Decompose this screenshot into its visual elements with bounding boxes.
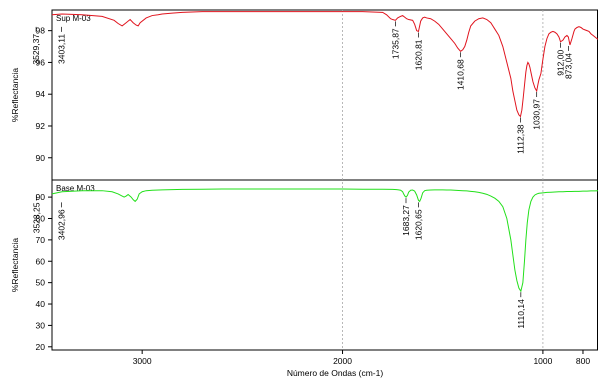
chart-grid	[342, 10, 544, 350]
peak-label: 873,04	[563, 53, 573, 79]
peak-label: 912,00	[556, 50, 566, 76]
panel-name-label: Base M-03	[56, 184, 95, 193]
peak-label: 3403,11	[56, 34, 66, 64]
y-tick-label-90: 90	[36, 153, 46, 163]
y-tick-label-60: 60	[36, 256, 46, 266]
panel-name-label: Sup M-03	[56, 14, 91, 23]
x-tick-label-2000: 2000	[333, 356, 352, 366]
y-tick-label-94: 94	[36, 89, 46, 99]
y-tick-label-70: 70	[36, 235, 46, 245]
y-tick-label-90: 90	[36, 192, 46, 202]
peak-label: 1030,97	[532, 99, 542, 130]
y-tick-label-20: 20	[36, 342, 46, 352]
panel-sup-m03: 90 92 94 96 98 %Reflectancia Sup M-03 3529,37 34…	[10, 11, 598, 163]
spectrum-line-sup-m-03	[51, 11, 598, 118]
panel-base-m03: 20 30 40 50 60 70 80 90 %Reflectancia Base M-03 35…	[10, 184, 598, 352]
spectrum-line-base-m-03	[51, 188, 598, 293]
peak-label: 3529,37	[31, 34, 41, 65]
x-tick-label-1000: 1000	[533, 356, 552, 366]
y-tick-label-80: 80	[36, 213, 46, 223]
y-tick-label-50: 50	[36, 278, 46, 288]
peak-label: 1620,81	[414, 39, 424, 70]
peak-label: 1620,65	[414, 209, 424, 240]
peak-label: 3402,96	[56, 209, 66, 240]
peak-label: 1410,68	[456, 59, 466, 90]
chart-frame	[51, 9, 598, 351]
y-tick-label-98: 98	[36, 26, 46, 36]
y-axis-label: %Reflectancia	[10, 68, 20, 123]
y-axis-label: %Reflectancia	[10, 238, 20, 293]
x-tick-label-3000: 3000	[133, 356, 152, 366]
x-tick-label-800: 800	[576, 356, 590, 366]
y-tick-label-30: 30	[36, 320, 46, 330]
peak-label: 1112,38	[515, 124, 525, 154]
peak-label: 3528,25	[31, 202, 41, 233]
peak-label: 1683,27	[401, 205, 411, 236]
y-tick-label-40: 40	[36, 299, 46, 309]
peak-label: 1110,14	[516, 299, 526, 329]
x-axis: 3000 2000 1000 800 Número de Ondas (cm-1)	[133, 350, 590, 378]
y-tick-label-92: 92	[36, 121, 46, 131]
x-axis-label: Número de Ondas (cm-1)	[287, 368, 384, 378]
peak-label: 1735,87	[390, 28, 400, 59]
y-tick-label-96: 96	[36, 57, 46, 67]
